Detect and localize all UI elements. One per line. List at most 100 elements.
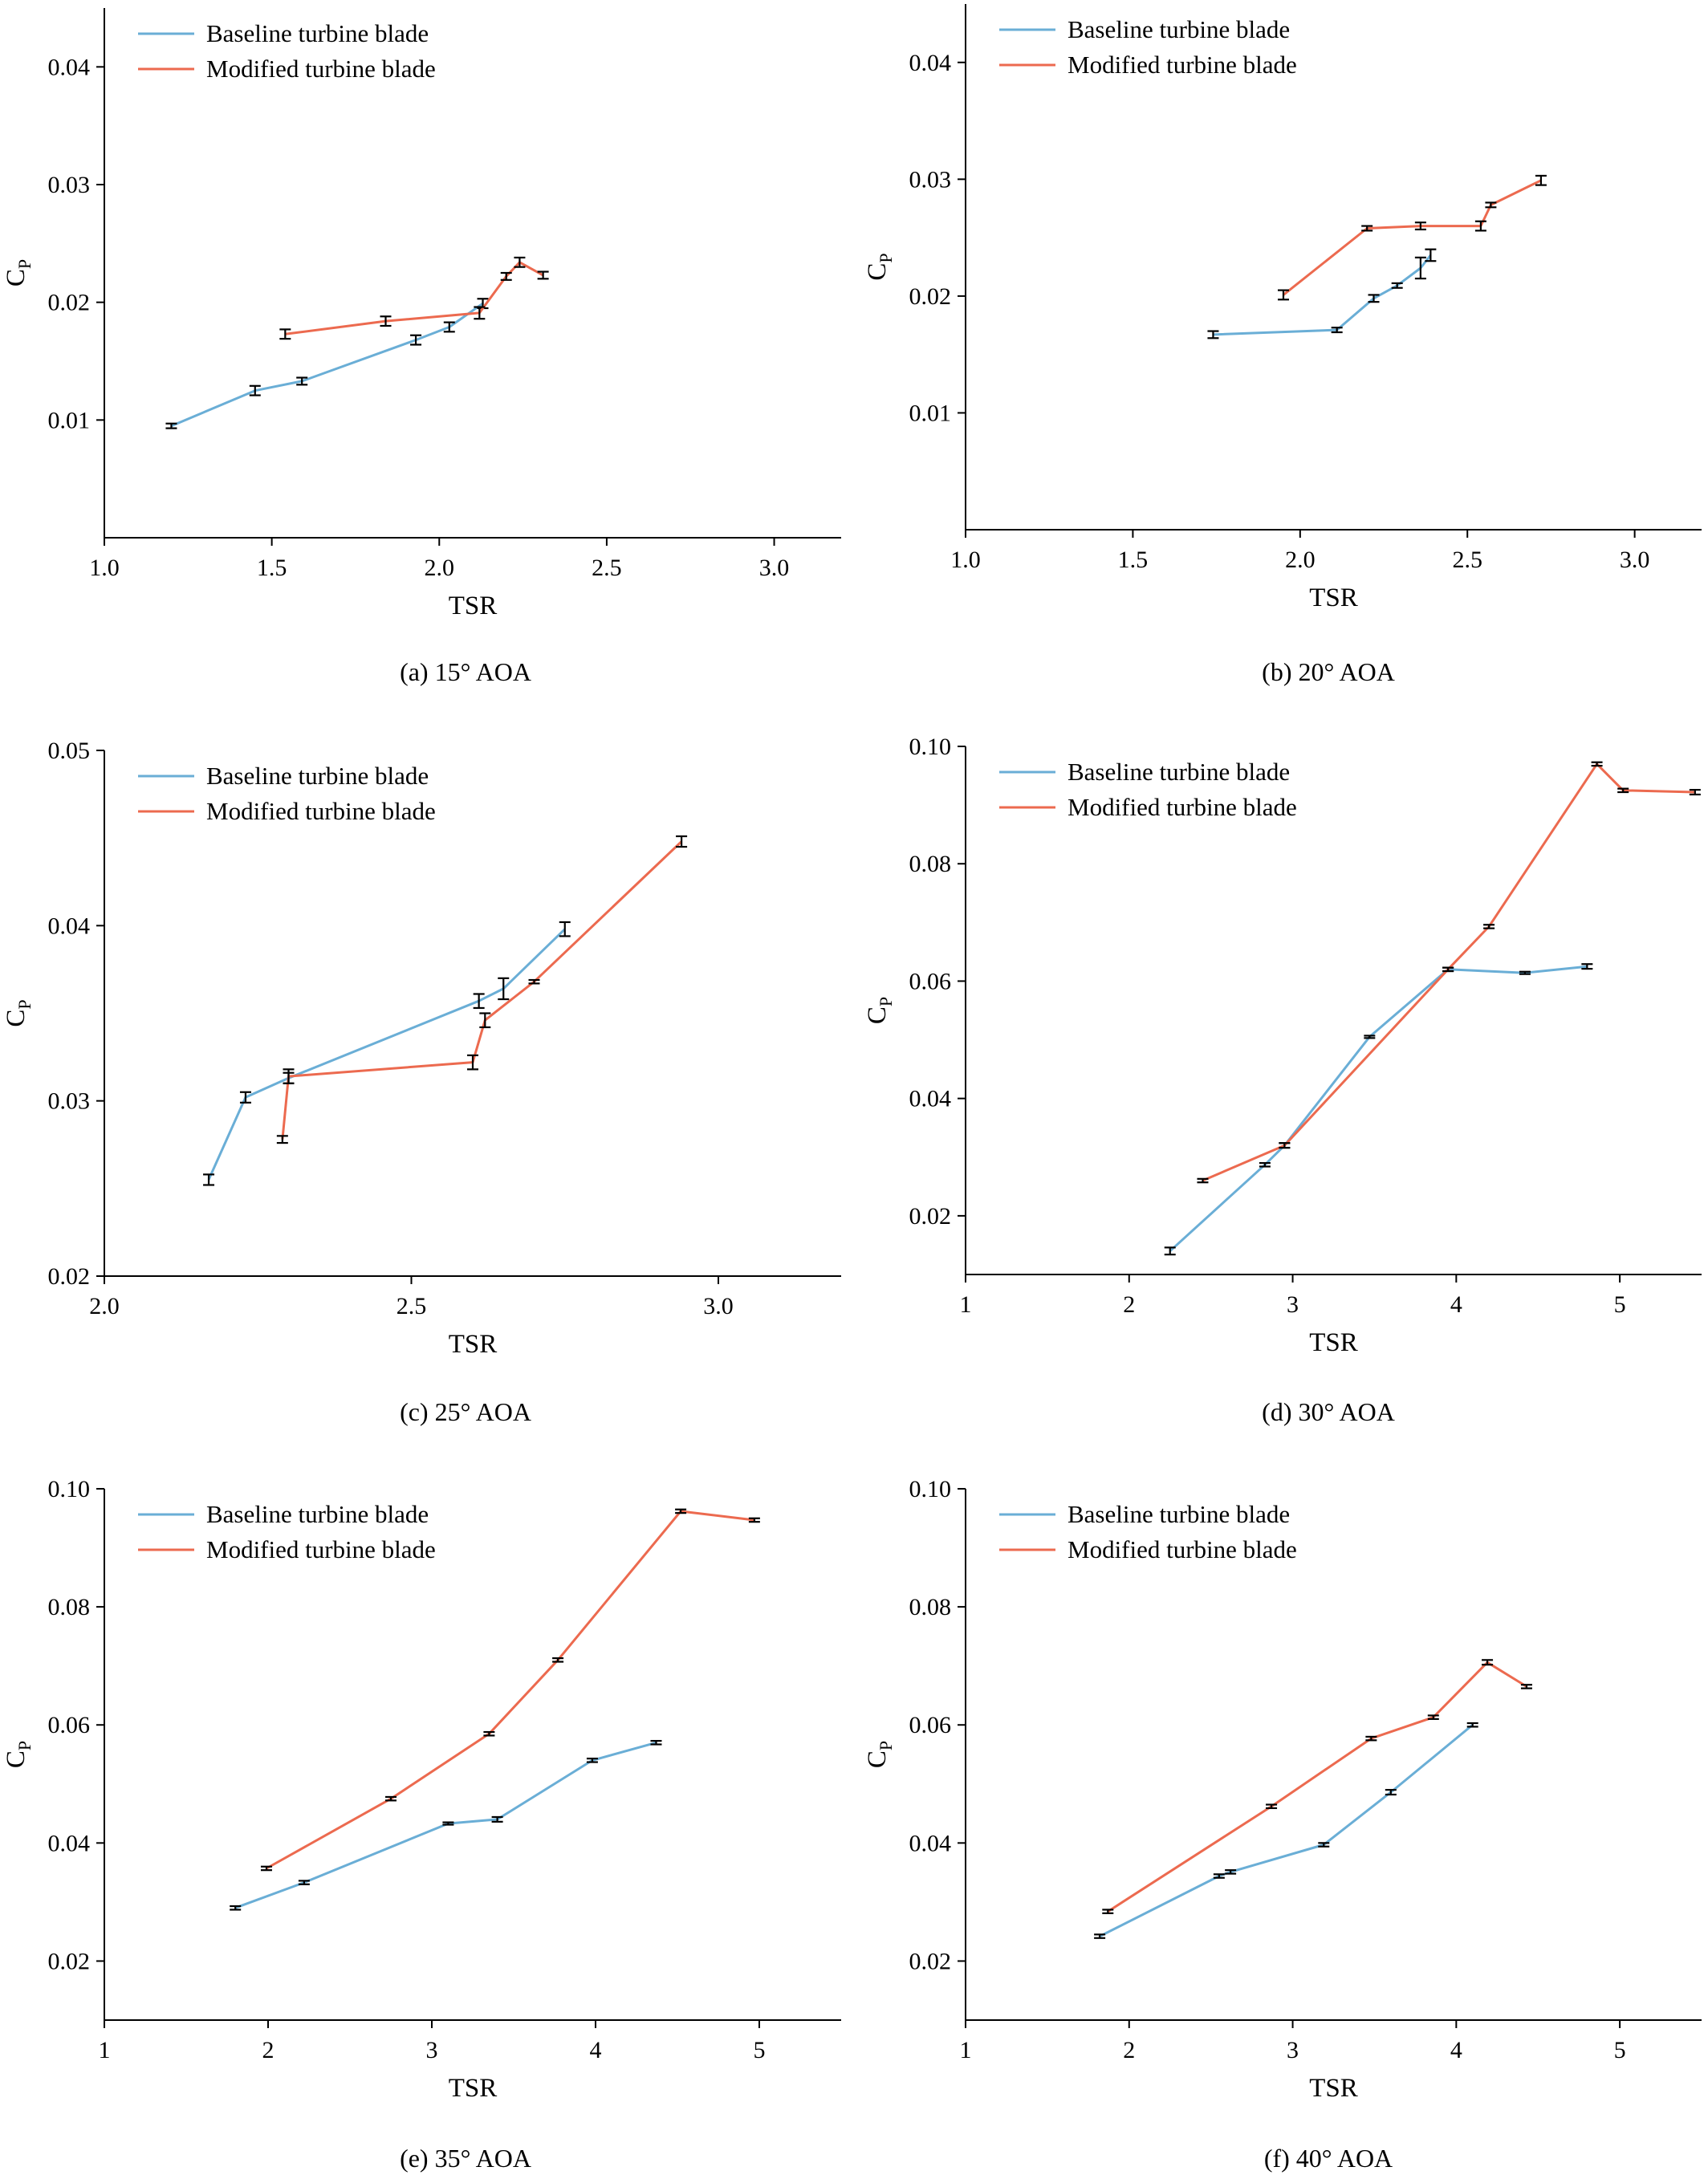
data-point-baseline bbox=[1368, 294, 1380, 303]
x-tick-label: 3.0 bbox=[759, 555, 790, 581]
data-point-modified bbox=[676, 835, 688, 848]
data-point-modified bbox=[1591, 761, 1603, 767]
legend: Baseline turbine blade Modified turbine b… bbox=[999, 1500, 1297, 1563]
legend-label-baseline: Baseline turbine blade bbox=[1068, 15, 1290, 43]
data-point-modified bbox=[1483, 924, 1495, 929]
y-tick-label: 0.03 bbox=[48, 1088, 91, 1115]
x-axis-label: TSR bbox=[449, 2074, 498, 2103]
data-point-modified bbox=[528, 978, 540, 985]
data-point-baseline bbox=[296, 376, 308, 386]
data-point-modified bbox=[479, 1012, 491, 1029]
data-point-modified bbox=[1365, 1735, 1377, 1742]
x-tick-label: 1 bbox=[99, 2037, 111, 2063]
y-tick-label: 0.05 bbox=[48, 738, 91, 764]
x-tick-label: 5 bbox=[1614, 2037, 1626, 2063]
y-tick-label: 0.10 bbox=[909, 734, 952, 760]
x-tick-label: 3.0 bbox=[1620, 547, 1650, 573]
data-point-baseline bbox=[650, 1739, 662, 1746]
y-axis-label-subscript: P bbox=[14, 259, 35, 269]
y-axis-label: CP bbox=[863, 253, 896, 280]
y-tick-label: 0.02 bbox=[909, 1948, 952, 1974]
data-point-modified bbox=[1474, 220, 1486, 232]
data-point-baseline bbox=[473, 993, 485, 1010]
y-tick-label: 0.06 bbox=[48, 1712, 91, 1738]
data-point-modified bbox=[276, 1135, 288, 1144]
x-tick-label: 1 bbox=[960, 2037, 972, 2063]
x-tick-label: 1 bbox=[960, 1291, 972, 1318]
data-point-baseline bbox=[1164, 1246, 1176, 1256]
legend-label-modified: Modified turbine blade bbox=[206, 1535, 436, 1563]
chart-panel-6: 1 2 3 4 5 0.02 0.04 0.06 0.08 0.10 TSR CP Baseline t… bbox=[863, 1476, 1702, 2173]
y-tick-label: 0.02 bbox=[909, 283, 952, 310]
legend: Baseline turbine blade Modified turbine b… bbox=[138, 19, 436, 83]
data-point-modified bbox=[537, 270, 549, 280]
legend-label-modified: Modified turbine blade bbox=[1068, 1535, 1297, 1563]
y-axis-label-subscript: P bbox=[876, 997, 896, 1006]
data-point-modified bbox=[1266, 1803, 1278, 1810]
data-point-modified bbox=[1520, 1684, 1532, 1689]
chart-panel-1: 1.0 1.5 2.0 2.5 3.0 0.01 0.02 0.03 0.04 TSR CP Base… bbox=[2, 8, 841, 686]
y-tick-label: 0.04 bbox=[909, 1086, 952, 1112]
legend: Baseline turbine blade Modified turbine b… bbox=[138, 1500, 436, 1563]
data-point-modified bbox=[1427, 1714, 1439, 1720]
data-point-modified bbox=[1482, 1659, 1494, 1666]
series-line-modified bbox=[285, 261, 544, 335]
y-axis-label-main: C bbox=[863, 1006, 892, 1024]
chart-panel-5: 1 2 3 4 5 0.02 0.04 0.06 0.08 0.10 TSR CP Baseline t… bbox=[2, 1476, 841, 2173]
y-tick-label: 0.04 bbox=[48, 1830, 91, 1856]
series-line-modified bbox=[1283, 179, 1542, 296]
data-point-baseline bbox=[1094, 1933, 1106, 1939]
y-axis-label-main: C bbox=[863, 263, 892, 281]
y-tick-label: 0.10 bbox=[48, 1476, 91, 1502]
y-axis-label-subscript: P bbox=[14, 999, 35, 1009]
y-axis-label: CP bbox=[2, 999, 35, 1026]
x-tick-label: 1.0 bbox=[950, 547, 981, 573]
panel-caption: (a) 15° AOA bbox=[400, 657, 531, 686]
x-tick-label: 1.0 bbox=[89, 555, 120, 581]
x-tick-label: 2 bbox=[262, 2037, 274, 2063]
data-point-baseline bbox=[442, 1821, 454, 1826]
panel-caption: (b) 20° AOA bbox=[1262, 657, 1395, 686]
data-point-baseline bbox=[1581, 963, 1593, 970]
data-point-modified bbox=[1279, 1142, 1291, 1149]
x-tick-label: 2.5 bbox=[592, 555, 622, 581]
legend-label-modified: Modified turbine blade bbox=[1068, 51, 1297, 79]
x-tick-label: 2.0 bbox=[425, 555, 455, 581]
data-point-modified bbox=[283, 1068, 295, 1084]
legend-label-baseline: Baseline turbine blade bbox=[206, 19, 429, 47]
panel-caption: (f) 40° AOA bbox=[1264, 2144, 1393, 2173]
legend: Baseline turbine blade Modified turbine b… bbox=[999, 15, 1297, 79]
data-point-modified bbox=[1617, 787, 1629, 794]
data-point-modified bbox=[1102, 1909, 1114, 1914]
data-point-baseline bbox=[1385, 1789, 1397, 1796]
data-point-modified bbox=[467, 1054, 478, 1071]
data-point-modified bbox=[1535, 174, 1547, 186]
series-line-baseline bbox=[234, 1741, 657, 1909]
y-tick-label: 0.03 bbox=[48, 172, 91, 198]
series-line-baseline bbox=[170, 302, 484, 428]
data-point-baseline bbox=[203, 1173, 215, 1186]
data-point-baseline bbox=[1259, 1161, 1271, 1168]
data-point-modified bbox=[1197, 1177, 1209, 1184]
series-line-modified bbox=[1202, 762, 1695, 1182]
data-point-modified bbox=[1414, 222, 1426, 231]
x-tick-label: 2.5 bbox=[1452, 547, 1482, 573]
x-axis-label: TSR bbox=[1309, 2074, 1358, 2103]
y-tick-label: 0.08 bbox=[909, 1594, 952, 1620]
y-tick-label: 0.02 bbox=[48, 1263, 91, 1290]
x-tick-label: 2.5 bbox=[396, 1293, 427, 1319]
data-point-baseline bbox=[1213, 1873, 1225, 1879]
x-tick-label: 4 bbox=[1450, 1291, 1462, 1318]
legend: Baseline turbine blade Modified turbine b… bbox=[138, 762, 436, 825]
x-tick-label: 3 bbox=[426, 2037, 438, 2063]
panel-caption: (e) 35° AOA bbox=[400, 2144, 531, 2173]
chart-panel-3: 2.0 2.5 3.0 0.02 0.03 0.04 0.05 TSR CP Baseline t… bbox=[2, 738, 841, 1426]
y-tick-label: 0.04 bbox=[909, 50, 952, 76]
data-point-baseline bbox=[586, 1758, 598, 1763]
y-axis-label-main: C bbox=[863, 1750, 892, 1768]
x-axis-label: TSR bbox=[449, 592, 498, 620]
x-tick-label: 4 bbox=[1450, 2037, 1462, 2063]
x-tick-label: 5 bbox=[754, 2037, 766, 2063]
legend-label-modified: Modified turbine blade bbox=[206, 797, 436, 825]
data-point-modified bbox=[748, 1517, 760, 1523]
